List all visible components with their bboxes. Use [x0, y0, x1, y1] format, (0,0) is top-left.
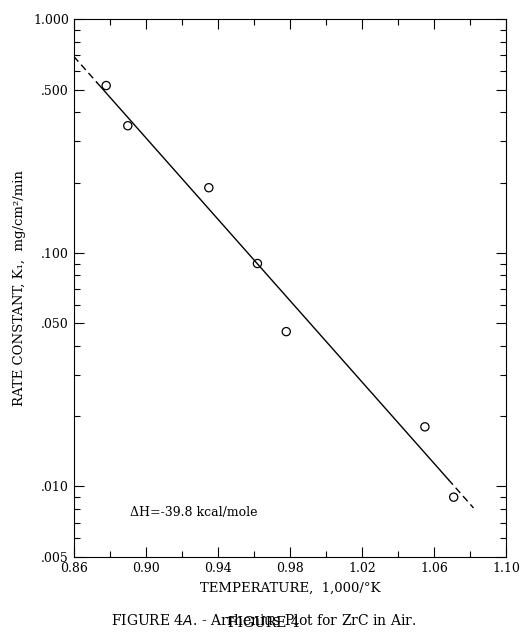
- Point: [421, 422, 429, 432]
- Point: [123, 120, 132, 131]
- Point: [204, 182, 213, 193]
- Point: [282, 326, 290, 337]
- X-axis label: TEMPERATURE,  1,000/°K: TEMPERATURE, 1,000/°K: [200, 582, 380, 595]
- Point: [253, 259, 261, 269]
- Point: [102, 81, 110, 91]
- Text: FIGURE 4$\mathit{A}$. - Arrhenius Plot for ZrC in Air.: FIGURE 4$\mathit{A}$. - Arrhenius Plot f…: [111, 614, 416, 628]
- Y-axis label: RATE CONSTANT, K₁,  mg/cm²/min: RATE CONSTANT, K₁, mg/cm²/min: [13, 170, 26, 406]
- Text: ΔH=-39.8 kcal/mole: ΔH=-39.8 kcal/mole: [130, 506, 257, 518]
- Text: FIGURE 4: FIGURE 4: [228, 616, 299, 630]
- Point: [450, 492, 458, 502]
